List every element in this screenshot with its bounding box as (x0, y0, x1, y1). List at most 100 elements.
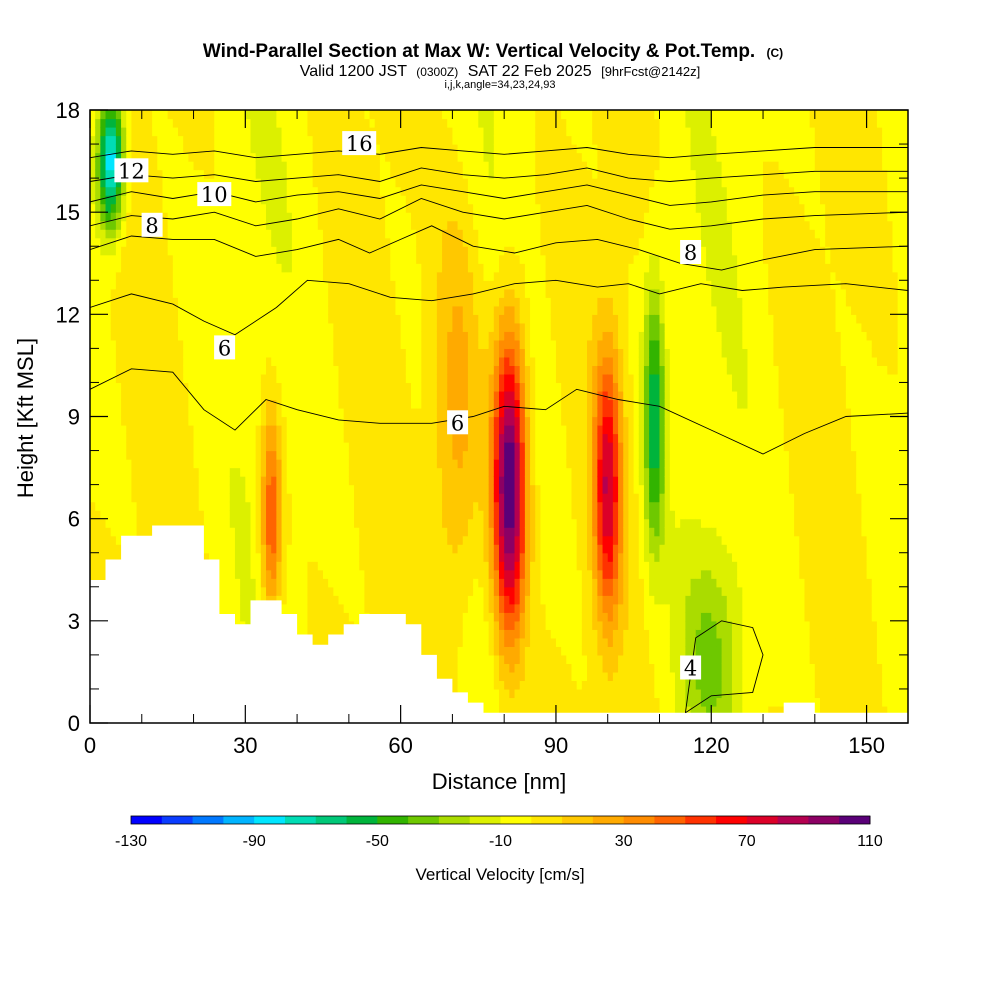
velocity-cell (126, 288, 133, 298)
velocity-cell (416, 229, 422, 239)
velocity-cell (146, 373, 153, 384)
velocity-cell (317, 161, 324, 171)
velocity-cell (146, 169, 153, 179)
velocity-cell (354, 237, 360, 247)
velocity-cell (188, 450, 195, 460)
velocity-cell (307, 195, 314, 205)
velocity-cell (115, 246, 122, 256)
velocity-cell (141, 127, 148, 137)
velocity-cell (395, 510, 402, 520)
velocity-cell (250, 433, 257, 443)
velocity-cell (312, 407, 319, 418)
velocity-cell (322, 195, 329, 205)
velocity-cell (312, 237, 319, 247)
velocity-cell (338, 161, 345, 171)
velocity-cell (245, 459, 252, 469)
velocity-cell (436, 399, 443, 409)
velocity-cell (343, 271, 350, 281)
velocity-cell (146, 186, 153, 196)
velocity-cell (421, 595, 428, 605)
velocity-cell (348, 152, 355, 162)
velocity-cell (307, 314, 314, 324)
velocity-cell (385, 288, 391, 298)
velocity-cell (209, 552, 215, 562)
velocity-cell (255, 535, 262, 545)
velocity-cell (348, 373, 355, 384)
velocity-cell (121, 373, 127, 384)
velocity-cell (209, 433, 215, 443)
velocity-cell (162, 161, 169, 171)
velocity-cell (110, 356, 117, 367)
velocity-cell (126, 127, 133, 137)
velocity-cell (224, 280, 231, 290)
velocity-cell (436, 646, 443, 656)
velocity-cell (302, 237, 309, 247)
velocity-cell (234, 603, 241, 613)
velocity-cell (286, 348, 293, 358)
velocity-cell (291, 382, 298, 392)
velocity-cell (348, 365, 355, 375)
velocity-cell (328, 178, 334, 188)
velocity-cell (157, 425, 164, 435)
velocity-cell (328, 476, 334, 486)
velocity-cell (110, 297, 117, 307)
velocity-cell (297, 220, 303, 230)
velocity-cell (100, 535, 107, 545)
velocity-cell (105, 356, 112, 367)
velocity-cell (266, 390, 272, 401)
velocity-cell (234, 476, 241, 486)
velocity-cell (121, 425, 127, 435)
velocity-cell (95, 416, 101, 426)
velocity-cell (291, 297, 298, 307)
velocity-cell (276, 161, 283, 171)
velocity-cell (333, 425, 340, 435)
velocity-cell (115, 382, 122, 392)
velocity-cell (271, 595, 277, 605)
velocity-cell (322, 127, 329, 137)
chart-title-main: Wind-Parallel Section at Max W: Vertical… (203, 41, 755, 62)
velocity-cell (369, 390, 376, 401)
velocity-cell (240, 110, 246, 120)
velocity-cell (322, 493, 329, 503)
velocity-cell (400, 178, 407, 188)
velocity-cell (390, 467, 397, 477)
velocity-cell (442, 476, 448, 486)
velocity-cell (385, 501, 391, 511)
velocity-cell (317, 612, 324, 622)
velocity-cell (203, 552, 210, 562)
velocity-cell (214, 510, 221, 520)
velocity-cell (157, 152, 164, 162)
velocity-cell (400, 118, 407, 128)
velocity-cell (328, 459, 334, 469)
velocity-cell (364, 484, 371, 494)
velocity-cell (141, 356, 148, 367)
velocity-cell (343, 314, 350, 324)
velocity-cell (436, 612, 443, 622)
velocity-cell (250, 322, 257, 332)
velocity-cell (240, 433, 246, 443)
velocity-cell (291, 186, 298, 196)
velocity-cell (121, 467, 127, 477)
velocity-cell (364, 314, 371, 324)
velocity-cell (131, 331, 138, 341)
velocity-cell (364, 280, 371, 290)
velocity-cell (426, 382, 433, 392)
velocity-cell (234, 263, 241, 273)
velocity-cell (203, 425, 210, 435)
velocity-cell (193, 459, 200, 469)
velocity-cell (385, 178, 391, 188)
velocity-cell (431, 416, 438, 426)
velocity-cell (291, 373, 298, 384)
velocity-cell (307, 280, 314, 290)
velocity-cell (255, 135, 262, 145)
velocity-cell (359, 569, 365, 579)
velocity-cell (333, 561, 340, 571)
velocity-cell (266, 280, 272, 290)
velocity-cell (245, 127, 252, 137)
velocity-cell (410, 493, 417, 503)
velocity-cell (152, 288, 158, 298)
velocity-cell (209, 152, 215, 162)
velocity-cell (374, 552, 381, 562)
velocity-cell (297, 152, 303, 162)
velocity-cell (379, 263, 386, 273)
